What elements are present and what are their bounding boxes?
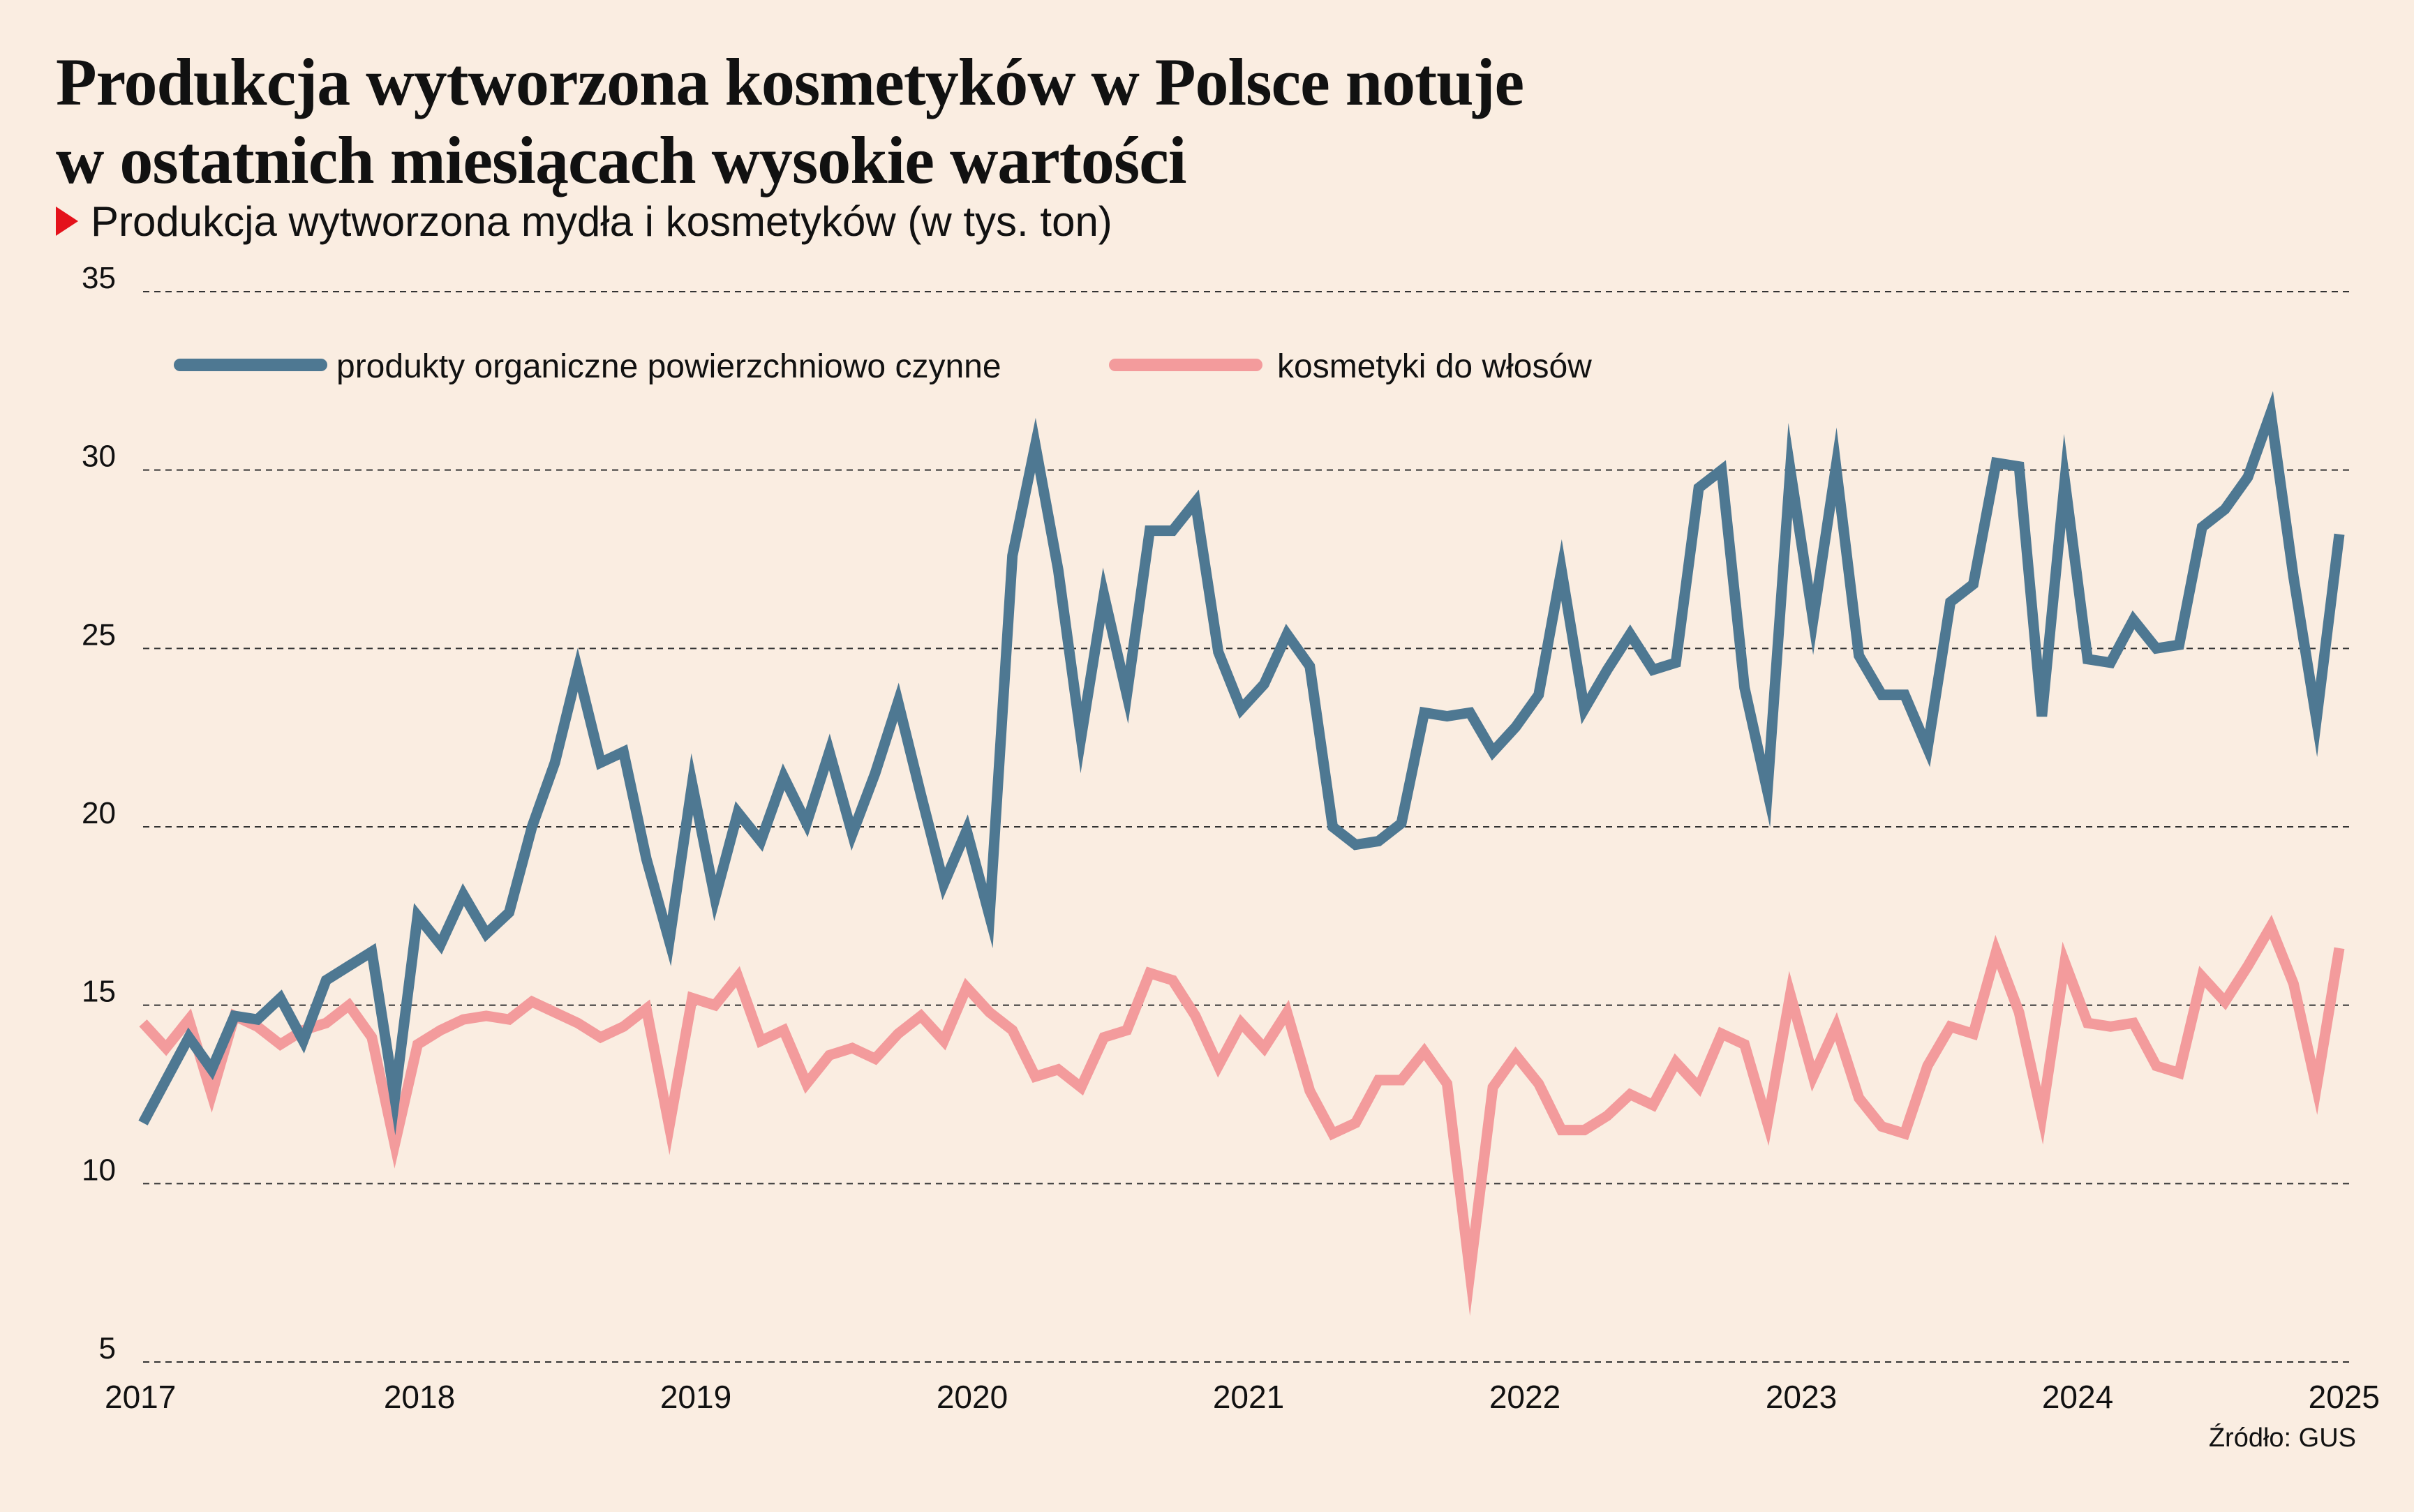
x-tick-label: 2023 (1766, 1379, 1837, 1415)
x-tick-label: 2020 (937, 1379, 1008, 1415)
y-tick-label: 20 (82, 796, 116, 830)
y-tick-label: 5 (99, 1331, 116, 1365)
series-lines (138, 391, 2345, 1317)
series-line-1 (138, 391, 2345, 1136)
y-tick-label: 10 (82, 1153, 116, 1187)
source-note: Źródło: GUS (2208, 1423, 2356, 1453)
subtitle-row: Produkcja wytworzona mydła i kosmetyków … (56, 197, 1112, 246)
legend: produkty organiczne powierzchniowo czynn… (174, 348, 1592, 385)
chart-title: Produkcja wytworzona kosmetyków w Polsce… (56, 43, 2080, 200)
y-tick-label: 15 (82, 975, 116, 1009)
grid-lines (143, 291, 2354, 1363)
x-axis-ticks: 2017 2018 2019 2020 2021 2022 2023 2024 2025 (105, 1379, 2380, 1415)
x-tick-label: 2022 (1489, 1379, 1560, 1415)
legend-label-1: produkty organiczne powierzchniowo czynn… (336, 348, 1001, 385)
y-tick-label: 35 (82, 261, 116, 295)
legend-label-2: kosmetyki do włosów (1277, 348, 1592, 385)
y-axis-ticks: 5 10 15 20 25 30 35 (82, 261, 116, 1365)
y-tick-label: 30 (82, 440, 116, 474)
series-line-2 (139, 915, 2345, 1317)
y-tick-label: 25 (82, 617, 116, 652)
x-tick-label: 2017 (105, 1379, 176, 1415)
red-triangle-icon (56, 207, 78, 236)
chart-title-line-1: Produkcja wytworzona kosmetyków w Polsce… (56, 45, 1524, 119)
chart-subtitle: Produkcja wytworzona mydła i kosmetyków … (91, 197, 1112, 245)
x-tick-label: 2024 (2042, 1379, 2113, 1415)
x-tick-label: 2021 (1213, 1379, 1284, 1415)
x-tick-label: 2018 (384, 1379, 455, 1415)
x-tick-label: 2025 (2309, 1379, 2380, 1415)
chart-title-line-2: w ostatnich miesiącach wysokie wartości (56, 123, 1186, 197)
x-tick-label: 2019 (660, 1379, 731, 1415)
